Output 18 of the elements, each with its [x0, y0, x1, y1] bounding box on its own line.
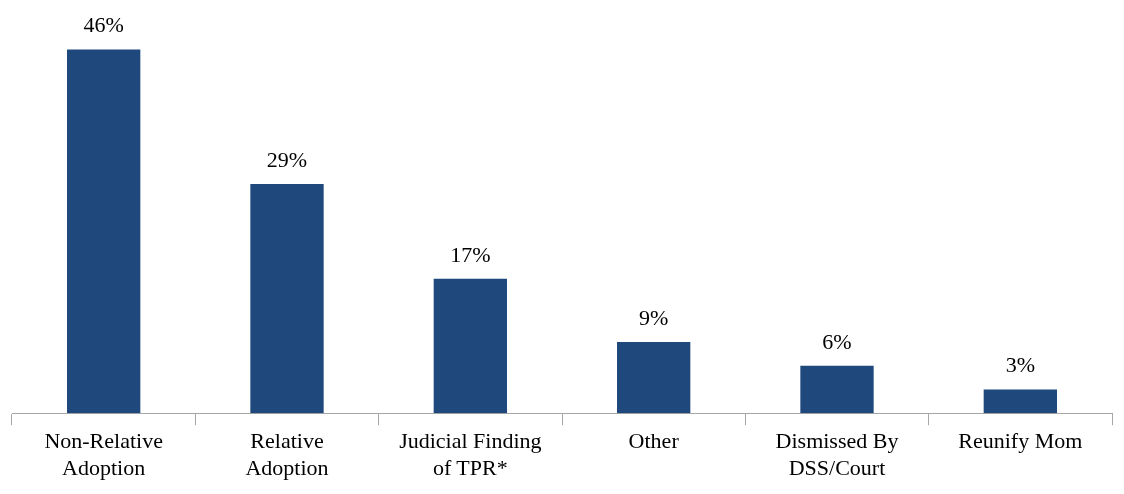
data-label: 29% — [266, 146, 308, 172]
data-label: 3% — [1005, 352, 1035, 378]
x-tick-label: Relative Adoption — [245, 428, 329, 480]
data-label: 17% — [450, 241, 491, 267]
x-tick-label: Reunify Mom — [958, 428, 1083, 454]
bar — [250, 183, 324, 414]
x-tick-label: Dismissed By DSS/Court — [775, 428, 899, 480]
data-label: 46% — [83, 12, 124, 38]
x-tick-label: Non-Relative Adoption — [44, 428, 163, 480]
bar — [800, 365, 874, 414]
bar — [617, 342, 691, 414]
bar — [67, 49, 141, 414]
x-tick-label: Other — [628, 428, 680, 454]
x-tick-label: Judicial Finding of TPR* — [399, 428, 542, 480]
bar — [433, 278, 507, 414]
bar — [983, 389, 1057, 414]
data-label: 6% — [822, 328, 852, 354]
data-label: 9% — [639, 304, 669, 330]
